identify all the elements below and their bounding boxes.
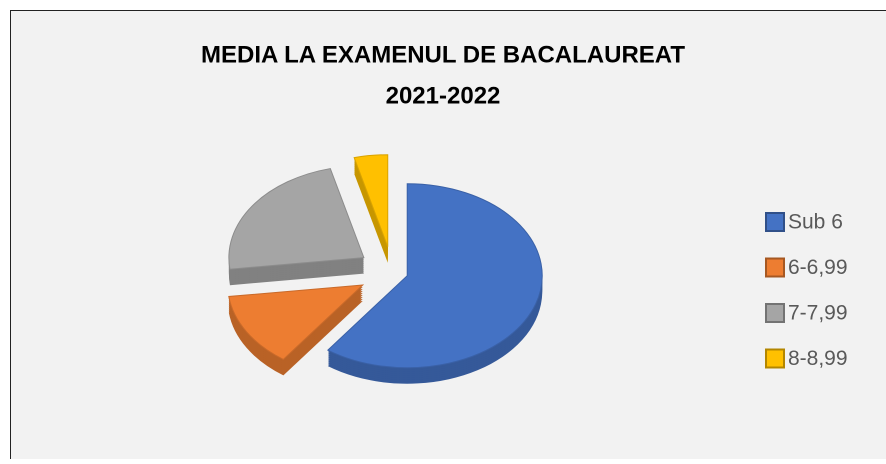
legend-label: Sub 6 (788, 211, 843, 234)
chart-title: 2021-2022 (386, 82, 501, 109)
legend-label: 7-7,99 (788, 302, 848, 325)
chart-title: MEDIA LA EXAMENUL DE BACALAUREAT (201, 41, 685, 68)
legend-swatch (766, 259, 784, 277)
legend-swatch (766, 304, 784, 322)
legend-swatch (766, 213, 784, 231)
legend-swatch (766, 350, 784, 368)
legend-label: 8-8,99 (788, 347, 848, 370)
legend-label: 6-6,99 (788, 256, 848, 279)
